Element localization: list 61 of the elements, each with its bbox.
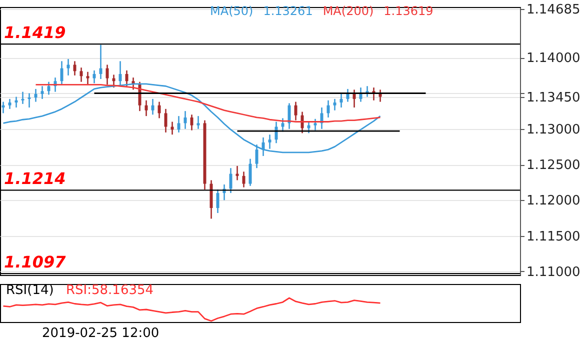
candlestick xyxy=(80,66,83,82)
candlestick xyxy=(47,81,50,96)
candlestick xyxy=(170,121,174,136)
annotation: 1.13261 xyxy=(263,4,313,18)
y-tick-label: 1.11500 xyxy=(526,229,580,244)
candlestick xyxy=(288,102,291,130)
candlestick xyxy=(66,58,70,76)
y-tick-label: 1.12500 xyxy=(526,158,580,174)
candlestick xyxy=(281,118,284,132)
candlestick xyxy=(184,110,187,130)
candlestick xyxy=(268,134,272,150)
y-tick-label: 1.13000 xyxy=(526,122,580,138)
candlestick xyxy=(326,100,330,118)
candlestick xyxy=(151,98,154,116)
ref-line-label: 1.1214 xyxy=(4,169,66,188)
candlestick xyxy=(177,115,180,134)
annotation: RSI:58.16354 xyxy=(66,283,154,298)
y-tick-label: 1.14685 xyxy=(526,2,580,18)
y-tick-label: 1.14000 xyxy=(526,51,580,66)
candlestick xyxy=(158,101,161,119)
candlestick xyxy=(314,118,317,131)
candlestick xyxy=(21,91,24,105)
candlestick xyxy=(99,44,102,80)
candlestick xyxy=(34,88,38,102)
candlestick xyxy=(229,167,232,194)
candlestick xyxy=(40,85,44,100)
candlestick xyxy=(60,60,64,86)
ref-line-label: 1.1419 xyxy=(4,23,66,42)
candlestick xyxy=(340,92,343,108)
candlestick xyxy=(8,98,12,110)
candlestick xyxy=(346,88,350,102)
candlestick xyxy=(92,70,96,84)
candlestick xyxy=(144,100,148,117)
candlestick xyxy=(2,101,5,114)
text: MA(200) xyxy=(322,4,374,18)
candlestick xyxy=(14,96,18,108)
candlestick xyxy=(236,165,239,181)
candlestick xyxy=(352,89,356,108)
y-tick-label: 1.13450 xyxy=(526,90,580,106)
candlestick xyxy=(190,114,194,131)
candlestick xyxy=(164,108,168,134)
candlestick xyxy=(106,64,109,86)
candlestick xyxy=(196,115,200,130)
candlestick xyxy=(366,85,369,98)
candlestick xyxy=(248,158,252,187)
candlestick xyxy=(86,71,90,86)
candlestick xyxy=(274,121,278,144)
y-tick-label: 1.12000 xyxy=(526,194,580,209)
text: MA(50) xyxy=(210,4,254,18)
candlestick xyxy=(28,92,31,108)
candlestick xyxy=(333,98,336,111)
y-tick-label: 1.11000 xyxy=(526,264,580,280)
candlestick xyxy=(125,70,128,87)
candlestick xyxy=(294,101,298,121)
candlestick xyxy=(216,188,220,214)
ref-line-label: 1.1097 xyxy=(4,252,67,272)
text: 2019-02-25 12:00 xyxy=(42,326,160,340)
annotation: 1.13619 xyxy=(384,4,434,18)
candlestick xyxy=(378,89,382,102)
candlestick xyxy=(242,171,246,188)
candlestick xyxy=(73,60,76,76)
